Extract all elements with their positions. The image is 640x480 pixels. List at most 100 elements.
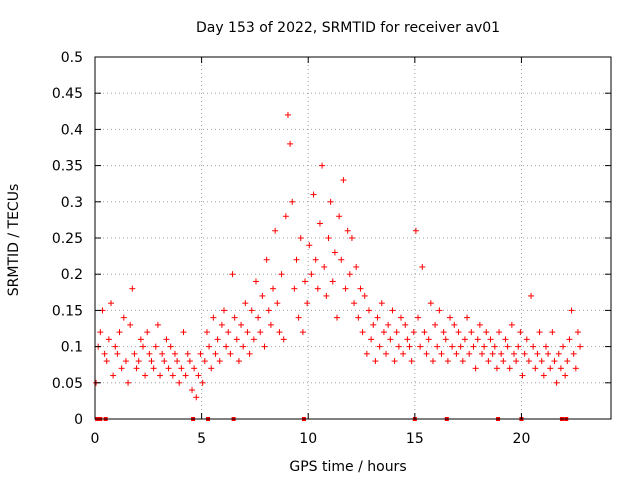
data-point bbox=[440, 329, 447, 336]
data-point bbox=[308, 271, 315, 278]
data-point bbox=[419, 263, 426, 270]
data-point bbox=[570, 350, 577, 357]
data-point bbox=[150, 365, 157, 372]
data-point bbox=[376, 343, 383, 350]
data-point bbox=[429, 358, 436, 365]
data-point bbox=[110, 372, 117, 379]
data-point bbox=[304, 300, 311, 307]
data-point bbox=[176, 379, 183, 386]
data-point bbox=[214, 336, 221, 343]
data-point bbox=[129, 285, 136, 292]
data-point bbox=[225, 329, 232, 336]
data-point bbox=[417, 343, 424, 350]
data-point bbox=[180, 329, 187, 336]
data-point bbox=[321, 263, 328, 270]
data-point bbox=[461, 336, 468, 343]
data-point bbox=[331, 249, 338, 256]
y-tick-label: 0.2 bbox=[61, 267, 83, 283]
data-point bbox=[566, 336, 573, 343]
y-tick-labels: 0 0.05 0.1 0.15 0.2 0.25 0.3 0.35 0.4 0.45 0.5 bbox=[52, 50, 83, 428]
data-point bbox=[489, 350, 496, 357]
data-point bbox=[380, 329, 387, 336]
data-point bbox=[154, 321, 161, 328]
data-point bbox=[500, 358, 507, 365]
data-point bbox=[261, 343, 268, 350]
data-point bbox=[393, 329, 400, 336]
data-point bbox=[274, 300, 281, 307]
y-tick-label: 0.3 bbox=[61, 195, 83, 211]
data-point bbox=[114, 350, 121, 357]
data-point bbox=[457, 343, 464, 350]
data-point bbox=[280, 336, 287, 343]
data-point bbox=[165, 365, 172, 372]
data-point bbox=[562, 372, 569, 379]
data-point bbox=[355, 314, 362, 321]
data-point bbox=[334, 314, 341, 321]
x-tick-label: 20 bbox=[513, 431, 531, 447]
data-point bbox=[372, 358, 379, 365]
data-point bbox=[297, 235, 304, 241]
data-point bbox=[201, 358, 208, 365]
data-point bbox=[346, 271, 353, 278]
data-point bbox=[278, 271, 285, 278]
data-points bbox=[93, 111, 584, 401]
data-point bbox=[112, 343, 119, 350]
data-point bbox=[510, 350, 517, 357]
data-point bbox=[312, 256, 319, 263]
data-point bbox=[547, 365, 554, 372]
y-tick-label: 0.4 bbox=[61, 122, 83, 138]
y-tick-label: 0.15 bbox=[52, 303, 83, 319]
data-point bbox=[199, 379, 206, 386]
data-point bbox=[447, 314, 454, 321]
data-point bbox=[146, 350, 153, 357]
data-point bbox=[233, 336, 240, 343]
data-point bbox=[436, 307, 443, 314]
data-point bbox=[545, 350, 552, 357]
data-point bbox=[423, 350, 430, 357]
data-point bbox=[553, 379, 560, 386]
data-point bbox=[248, 307, 255, 314]
data-point bbox=[125, 379, 132, 386]
data-point bbox=[135, 358, 142, 365]
data-point bbox=[340, 177, 347, 184]
data-point bbox=[174, 358, 181, 365]
data-point bbox=[383, 350, 390, 357]
y-tick-label: 0 bbox=[74, 412, 83, 428]
data-point bbox=[161, 358, 168, 365]
data-point bbox=[342, 285, 349, 292]
data-point bbox=[316, 220, 323, 227]
axis-ticks bbox=[94, 56, 611, 420]
data-point bbox=[453, 350, 460, 357]
data-point bbox=[374, 314, 381, 321]
data-point bbox=[432, 321, 439, 328]
y-tick-label: 0.25 bbox=[52, 231, 83, 247]
data-point bbox=[276, 329, 283, 336]
x-tick-labels: 0 5 10 15 20 bbox=[91, 431, 531, 447]
data-point bbox=[293, 256, 300, 263]
data-point bbox=[227, 350, 234, 357]
data-point bbox=[353, 263, 360, 270]
data-point bbox=[238, 321, 245, 328]
data-point bbox=[560, 343, 567, 350]
data-point bbox=[549, 329, 556, 336]
data-point bbox=[244, 329, 251, 336]
data-point bbox=[182, 372, 189, 379]
data-point bbox=[449, 343, 456, 350]
data-point bbox=[152, 343, 159, 350]
data-point bbox=[131, 350, 138, 357]
data-point bbox=[310, 191, 317, 198]
data-point bbox=[404, 336, 411, 343]
data-point bbox=[359, 329, 366, 336]
data-point bbox=[506, 365, 513, 372]
data-point bbox=[287, 140, 294, 147]
data-point bbox=[464, 314, 471, 321]
data-point bbox=[97, 329, 104, 336]
data-point bbox=[221, 307, 227, 314]
data-point bbox=[295, 314, 302, 321]
data-point bbox=[402, 321, 409, 328]
data-point bbox=[167, 343, 174, 350]
x-tick-label: 10 bbox=[299, 431, 317, 447]
data-point bbox=[357, 285, 364, 292]
data-point bbox=[329, 278, 336, 285]
data-point bbox=[528, 292, 535, 299]
